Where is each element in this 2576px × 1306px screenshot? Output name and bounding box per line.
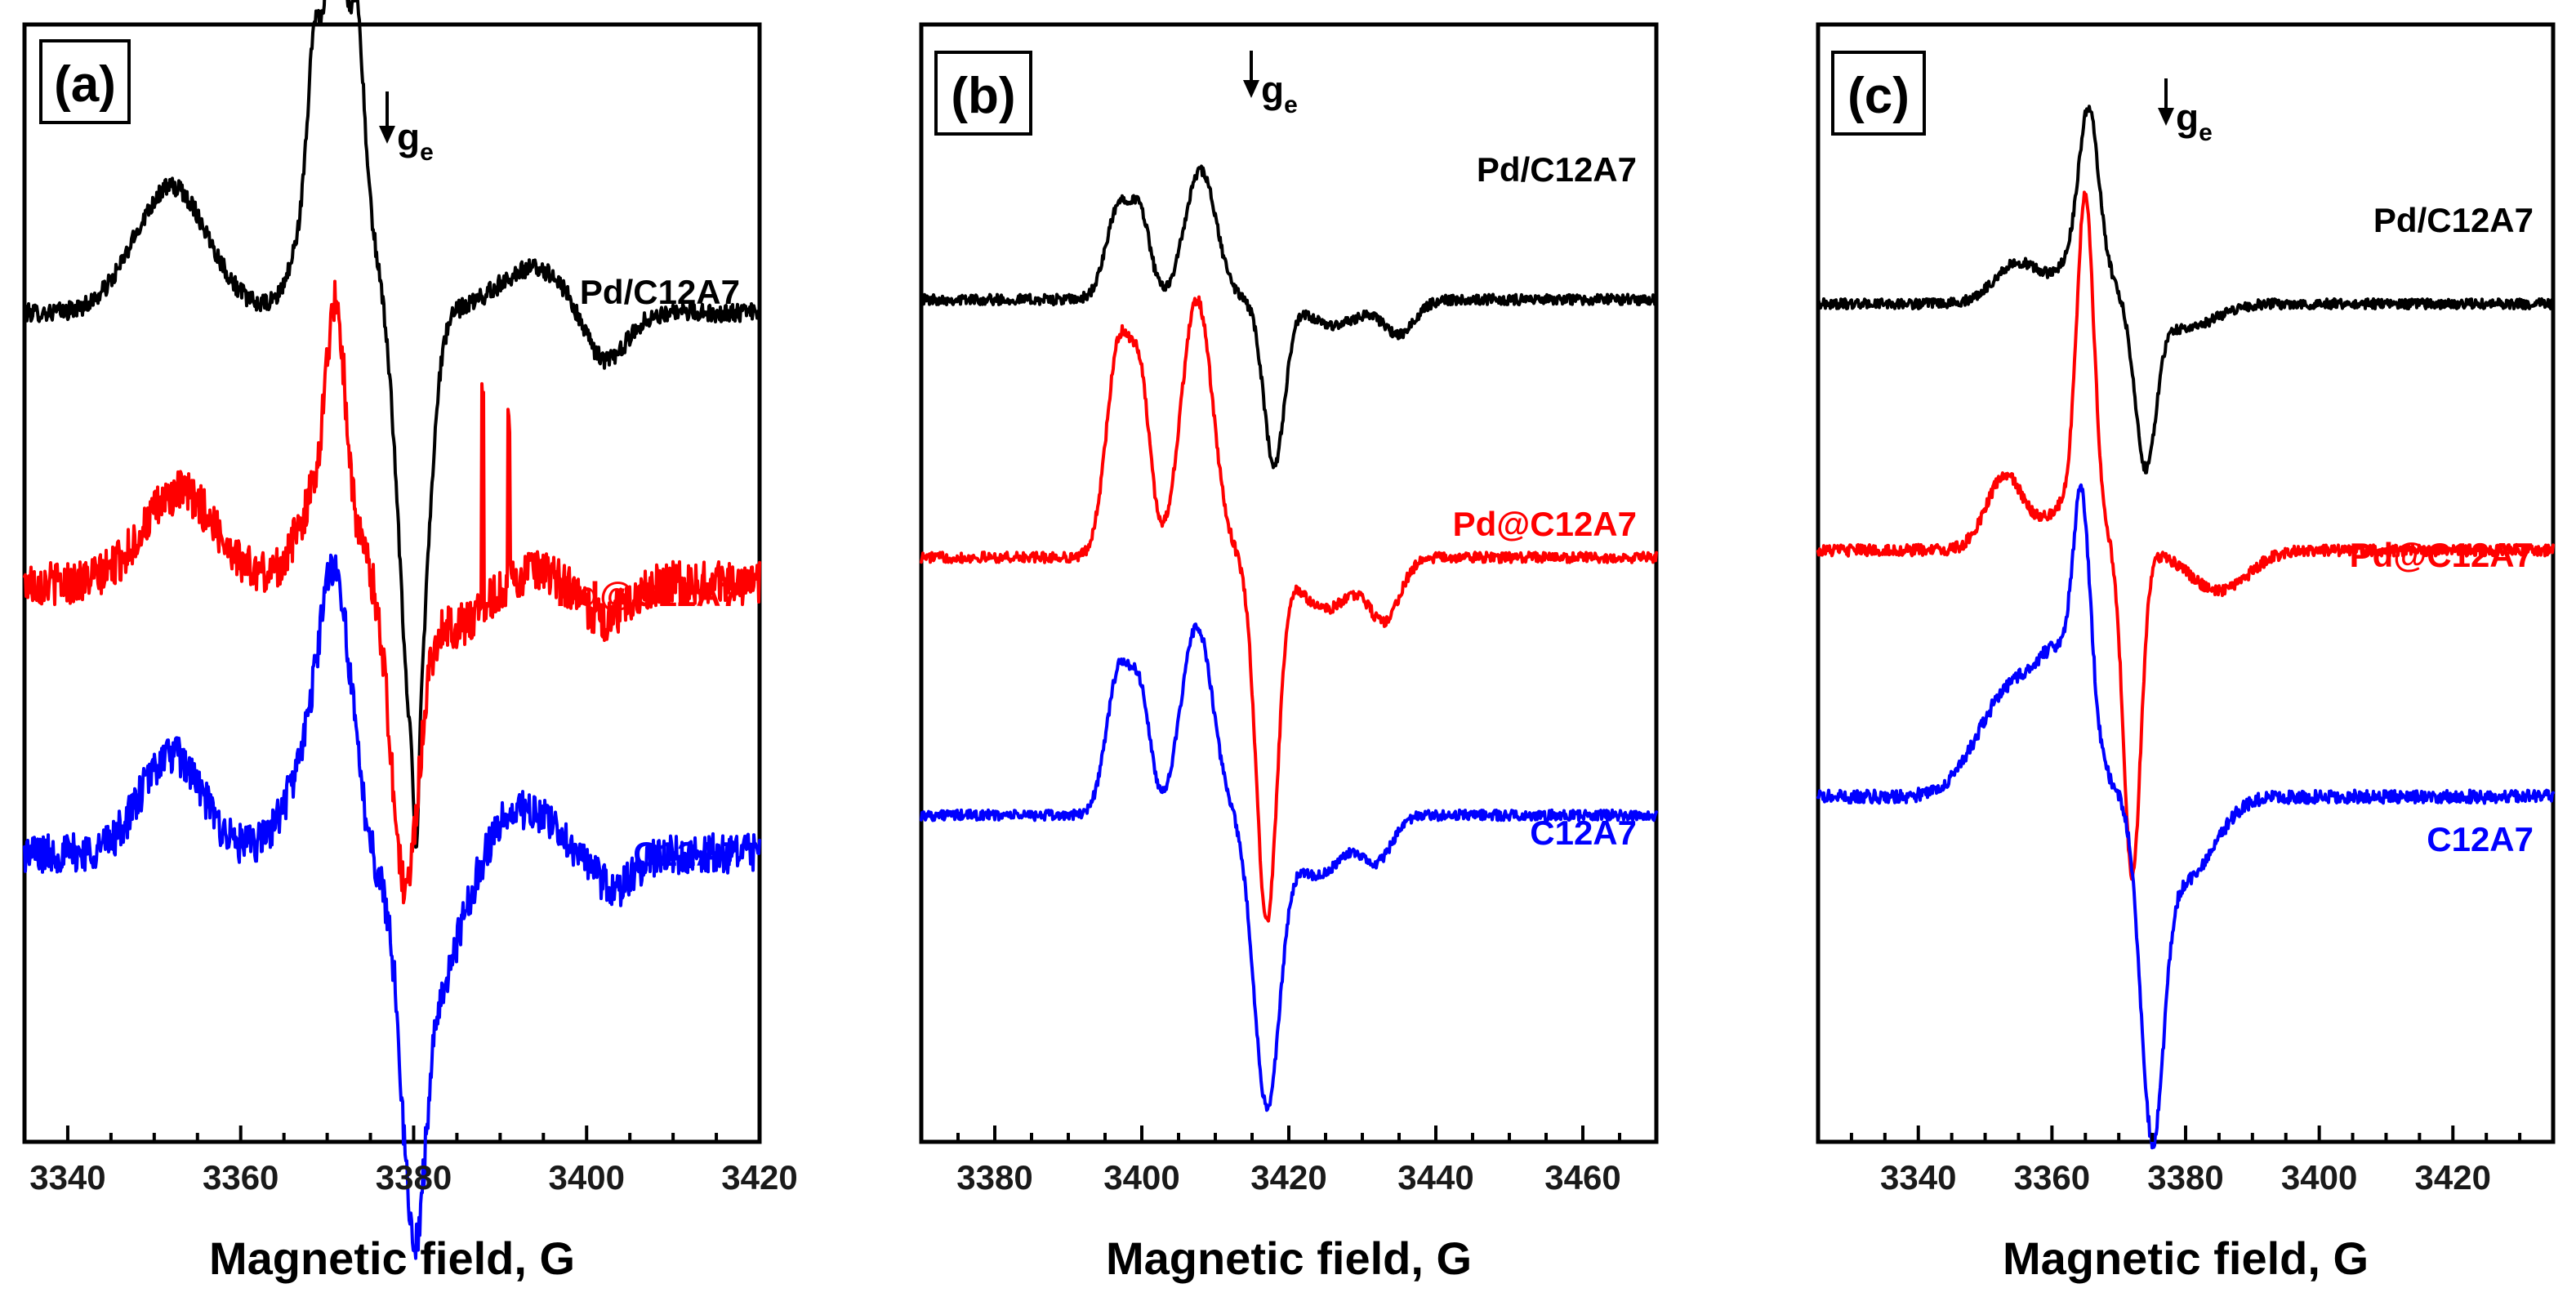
panel-b-ge-symbol: g — [1261, 69, 1284, 111]
panel-b-x-axis-label: Magnetic field, G — [1106, 1232, 1472, 1284]
panel-b-tick-label: 3440 — [1397, 1158, 1473, 1197]
panel-c-frame — [1816, 22, 2556, 1144]
panel-b-tick-label: 3460 — [1544, 1158, 1620, 1197]
panel-c-tick-label: 3340 — [1880, 1158, 1956, 1197]
panel-b-frame — [919, 22, 1659, 1144]
panel-c-ge-symbol: g — [2176, 96, 2199, 139]
panel-a-trace-c12a7 — [23, 553, 761, 1260]
panel-a-ge-label: ge — [397, 116, 434, 166]
panel-a-tick-label: 3380 — [376, 1158, 452, 1197]
panel-b-label-box — [934, 51, 1032, 136]
panel-a-trace-pd-at-c12a7 — [23, 279, 761, 905]
panel-c-tick-label: 3360 — [2014, 1158, 2090, 1197]
panel-a-series-label-pd-at-c12a7: Pd@C12A7 — [556, 575, 740, 613]
panel-c: 3340 3360 3380 3400 3420 (c) ge Pd/C12A7 Pd@… — [1816, 22, 2556, 1284]
panel-b-label: (b) — [951, 68, 1015, 124]
panel-b-series-label-pd-c12a7: Pd/C12A7 — [1477, 150, 1637, 189]
panel-c-label: (c) — [1847, 68, 1910, 124]
panel-a-tick-label: 3360 — [203, 1158, 279, 1197]
panel-a-tick-label: 3400 — [549, 1158, 625, 1197]
panel-a-ticks: 3340 3360 3380 3400 3420 — [23, 1125, 798, 1197]
panel-a-label-box — [39, 39, 131, 124]
panel-b-tick-label: 3380 — [956, 1158, 1032, 1197]
panel-b-ge-arrowhead-icon — [1243, 80, 1259, 98]
panel-a-x-axis-label: Magnetic field, G — [209, 1232, 575, 1284]
panel-b-tick-label: 3420 — [1250, 1158, 1326, 1197]
panel-a-ge-symbol: g — [397, 116, 420, 158]
panel-a-ge-marker: ge — [379, 91, 434, 166]
panel-a-tick-label: 3340 — [29, 1158, 105, 1197]
panel-b-trace-pd-at-c12a7 — [920, 295, 1658, 923]
panel-c-trace-pd-at-c12a7 — [1816, 190, 2555, 881]
panel-a-series-label-c12a7: C12A7 — [633, 835, 740, 873]
panel-b-ge-subscript: e — [1284, 91, 1298, 118]
panel-c-ge-label: ge — [2176, 96, 2213, 146]
panel-b-tick-label: 3400 — [1103, 1158, 1179, 1197]
panel-c-label-box — [1831, 51, 1926, 136]
panel-c-tick-label: 3400 — [2281, 1158, 2357, 1197]
panel-b-traces — [920, 164, 1658, 1112]
panel-a-ge-subscript: e — [420, 139, 434, 166]
panel-a-trace-pd-c12a7 — [23, 0, 761, 849]
panel-a-traces — [23, 0, 761, 1260]
panel-c-trace-pd-c12a7 — [1816, 105, 2555, 475]
panel-c-tick-label: 3420 — [2415, 1158, 2491, 1197]
panel-c-ge-arrowhead-icon — [2158, 108, 2174, 126]
panel-c-series-label-pd-c12a7: Pd/C12A7 — [2373, 201, 2534, 239]
panel-a-label: (a) — [54, 56, 116, 113]
panel-a: 3340 3360 3380 3400 3420 (a) ge Pd/C12A7 Pd@… — [22, 0, 798, 1284]
panel-c-trace-c12a7 — [1816, 483, 2555, 1150]
panel-b-series-label-pd-at-c12a7: Pd@C12A7 — [1453, 505, 1637, 543]
panel-c-traces — [1816, 105, 2555, 1150]
panel-b-trace-c12a7 — [920, 622, 1658, 1112]
panel-b-trace-pd-c12a7 — [920, 164, 1658, 470]
panel-a-series-label-pd-c12a7: Pd/C12A7 — [580, 273, 740, 311]
panel-c-tick-label: 3380 — [2147, 1158, 2223, 1197]
panel-a-ge-arrowhead-icon — [379, 126, 395, 144]
panel-b-series-label-c12a7: C12A7 — [1530, 813, 1637, 852]
panel-b-ge-marker: ge — [1243, 51, 1298, 118]
panel-b-ticks: 3380 3400 3420 3440 3460 — [920, 1125, 1658, 1197]
panel-c-series-label-c12a7: C12A7 — [2427, 820, 2534, 858]
panel-c-series-label-pd-at-c12a7: Pd@C12A7 — [2350, 536, 2534, 574]
panel-b-ge-label: ge — [1261, 69, 1298, 118]
panel-a-tick-label: 3420 — [721, 1158, 797, 1197]
panel-c-ge-subscript: e — [2199, 119, 2213, 146]
panel-b: 3380 3400 3420 3440 3460 (b) ge Pd/C12A7 Pd@… — [919, 22, 1659, 1284]
panel-c-ticks: 3340 3360 3380 3400 3420 — [1816, 1125, 2555, 1197]
panel-c-ge-marker: ge — [2158, 78, 2213, 146]
panel-c-x-axis-label: Magnetic field, G — [2003, 1232, 2369, 1284]
